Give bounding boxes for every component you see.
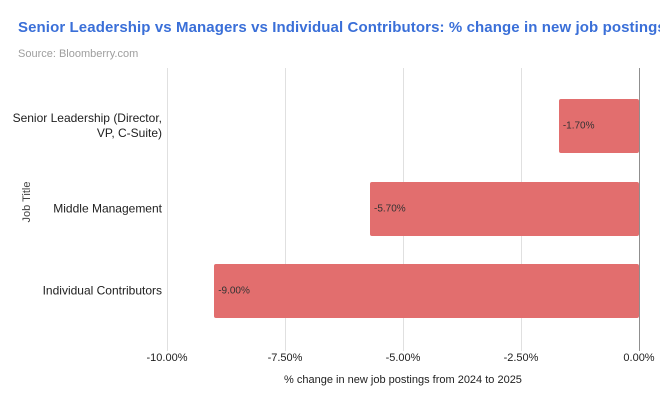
bar-value-label: -1.70% — [562, 120, 595, 132]
category-label-0: Senior Leadership (Director, VP, C-Suite) — [2, 111, 162, 141]
bar-0: -1.70% — [558, 99, 639, 153]
chart-title: Senior Leadership vs Managers vs Individ… — [18, 19, 660, 36]
plot-area: % change in new job postings from 2024 t… — [147, 68, 655, 386]
x-tick-label: -7.50% — [267, 352, 303, 364]
gridline — [166, 68, 168, 351]
category-label-2: Individual Contributors — [2, 284, 162, 299]
category-label-line: Senior Leadership (Director, — [12, 111, 162, 125]
bar-2: -9.00% — [214, 264, 639, 318]
zero-axis-line — [638, 68, 640, 351]
x-tick-label: -10.00% — [146, 352, 188, 364]
bar-value-label: -5.70% — [374, 203, 406, 215]
x-tick-label: -5.00% — [385, 352, 421, 364]
category-label-line: VP, C-Suite) — [96, 126, 162, 140]
category-label-1: Middle Management — [2, 202, 162, 217]
x-axis-title: % change in new job postings from 2024 t… — [284, 374, 522, 386]
chart-source: Source: Bloomberry.com — [18, 48, 139, 60]
gridline — [284, 68, 286, 351]
bar-1: -5.70% — [370, 182, 639, 236]
bar-value-label: -9.00% — [218, 285, 250, 297]
category-label-line: Middle Management — [53, 201, 162, 216]
category-label-line: Individual Contributors — [42, 283, 162, 298]
x-tick-label: -2.50% — [503, 352, 539, 364]
x-tick-label: 0.00% — [623, 352, 655, 364]
